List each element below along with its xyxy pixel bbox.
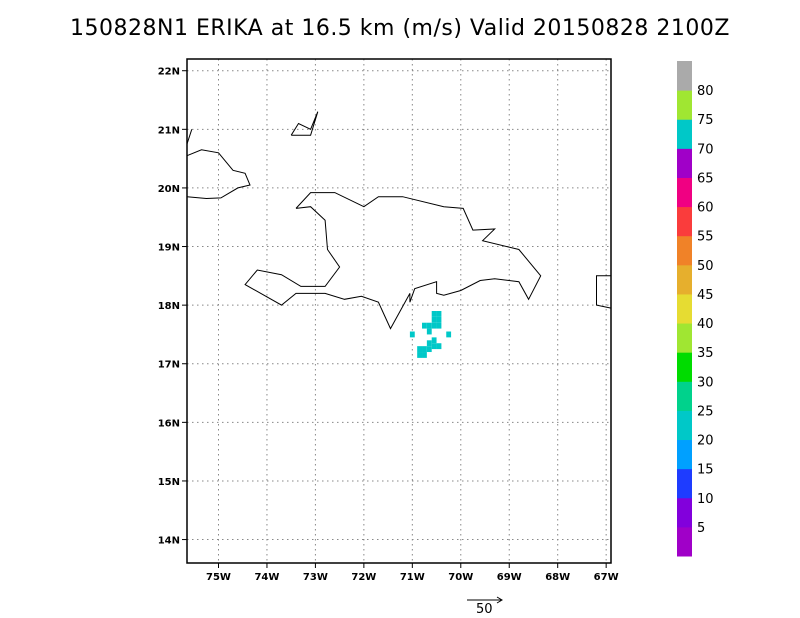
wind-speed-cell (417, 352, 423, 358)
colorbar-label: 65 (697, 171, 714, 186)
wind-speed-cell (431, 337, 437, 344)
wind-speed-cell (431, 343, 437, 350)
lat-tick-label: 18N (158, 301, 180, 312)
colorbar-swatch (677, 206, 692, 237)
colorbar-label: 5 (697, 521, 705, 536)
wind-speed-cell (409, 331, 415, 338)
colorbar-swatch (677, 119, 692, 149)
lat-tick-label: 20N (158, 184, 180, 195)
coastline (186, 149, 251, 200)
lat-tick-label: 15N (158, 477, 180, 488)
lon-tick-label: 68W (545, 572, 570, 583)
colorbar: 5 10 15 20 25 30 35 40 45 50 55 60 65 70 75 80 (677, 61, 714, 557)
lon-tick-label: 70W (448, 572, 473, 583)
colorbar-swatch (677, 497, 692, 528)
lon-tick-label: 72W (351, 572, 376, 583)
colorbar-label: 30 (697, 375, 714, 390)
wind-speed-cell (436, 343, 442, 350)
wind-speed-cell (422, 322, 427, 329)
lat-tick-label: 14N (158, 536, 180, 547)
lat-tick-label: 16N (158, 418, 180, 429)
colorbar-swatch (677, 61, 692, 91)
wind-speed-cell (426, 340, 432, 347)
colorbar-label: 60 (697, 201, 714, 216)
lat-tick-label: 21N (158, 125, 180, 136)
lat-tick-label: 19N (158, 243, 180, 254)
colorbar-swatch (677, 148, 692, 178)
colorbar-label: 35 (697, 346, 714, 361)
wind-speed-cell (436, 311, 442, 317)
lon-tick-label: 75W (206, 572, 231, 583)
wind-speed-cell (422, 346, 427, 353)
lon-tick-label: 71W (400, 572, 425, 583)
coastline (290, 111, 319, 136)
colorbar-label: 10 (697, 492, 714, 507)
coastline (186, 129, 193, 145)
lon-tick-label: 73W (303, 572, 328, 583)
colorbar-label: 25 (697, 404, 714, 419)
coastline (596, 275, 612, 309)
vector-key: 50 (467, 596, 503, 617)
colorbar-swatch (677, 90, 692, 120)
lon-tick-label: 74W (254, 572, 279, 583)
wind-speed-cell (422, 352, 427, 358)
graticule (187, 59, 611, 563)
colorbar-label: 75 (697, 113, 714, 128)
lat-tick-label: 22N (158, 67, 180, 78)
colorbar-label: 45 (697, 288, 714, 303)
map-frame (186, 58, 612, 564)
colorbar-label: 55 (697, 230, 714, 245)
lon-tick-label: 67W (594, 572, 619, 583)
colorbar-label: 70 (697, 142, 714, 157)
coastlines (186, 111, 612, 330)
lat-tick-label: 17N (158, 360, 180, 371)
wind-speed-cell (431, 316, 437, 323)
wind-speed-shading (409, 311, 452, 358)
colorbar-swatch (677, 177, 692, 208)
colorbar-swatch (677, 293, 692, 324)
vector-key-label: 50 (476, 602, 493, 617)
colorbar-swatch (677, 526, 692, 557)
wind-speed-cell (426, 346, 432, 353)
colorbar-swatch (677, 439, 692, 470)
vector-key-arrowhead (496, 596, 503, 604)
colorbar-swatch (677, 323, 692, 353)
colorbar-label: 15 (697, 463, 714, 478)
axis-ticks: 75W 74W 73W 72W 71W 70W 69W 68W 67W 14N 15N 16N 17N 1… (158, 67, 619, 583)
colorbar-swatch (677, 352, 692, 382)
colorbar-swatch (677, 264, 692, 295)
lon-tick-label: 69W (497, 572, 522, 583)
wind-speed-cell (436, 316, 442, 323)
colorbar-swatch (677, 468, 692, 499)
plot-title: 150828N1 ERIKA at 16.5 km (m/s) Valid 20… (70, 16, 730, 41)
colorbar-label: 40 (697, 317, 714, 332)
colorbar-swatch (677, 410, 692, 441)
coastline (244, 192, 542, 330)
colorbar-swatch (677, 235, 692, 266)
wind-speed-cell (417, 346, 423, 353)
wind-speed-cell (431, 311, 437, 317)
colorbar-label: 20 (697, 434, 714, 449)
colorbar-label: 80 (697, 84, 714, 99)
colorbar-swatch (677, 381, 692, 411)
wind-speed-cell (431, 322, 437, 329)
wind-speed-cell (426, 328, 432, 335)
colorbar-label: 50 (697, 259, 714, 274)
wind-speed-cell (426, 322, 432, 329)
wind-speed-cell (436, 322, 442, 329)
wind-speed-cell (446, 331, 452, 338)
